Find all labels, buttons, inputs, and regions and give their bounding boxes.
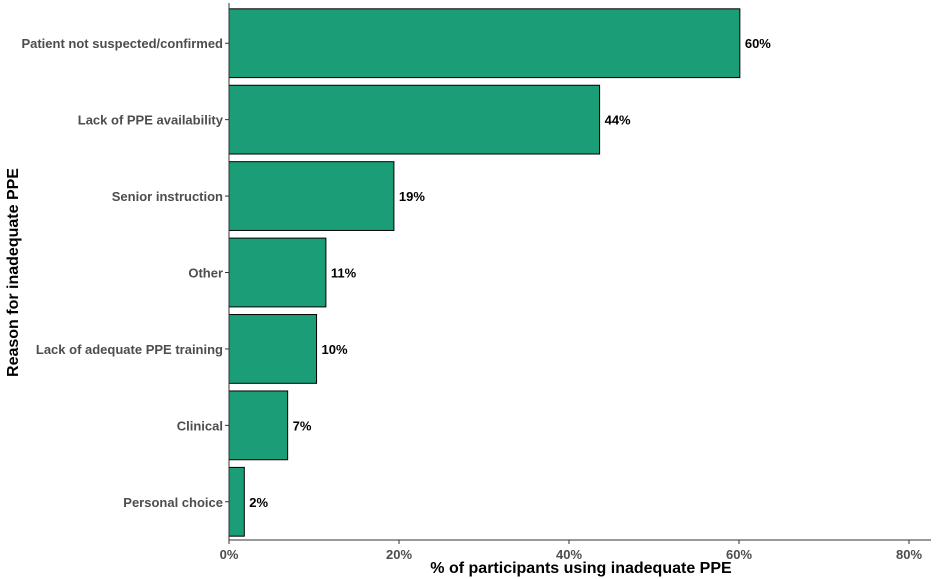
bar-value-label: 10% <box>322 342 348 357</box>
bar-value-label: 11% <box>331 266 357 281</box>
y-tick-label: Lack of PPE availability <box>78 113 224 128</box>
bar <box>228 8 741 79</box>
x-tick-label: 20% <box>386 547 412 562</box>
y-tick-label: Personal choice <box>123 495 223 510</box>
bar-value-label: 44% <box>605 113 631 128</box>
bar <box>228 161 395 231</box>
bar <box>228 390 289 461</box>
bar-value-label: 60% <box>745 36 771 51</box>
x-tick-label: 0% <box>220 547 239 562</box>
y-tick-label: Other <box>188 266 223 281</box>
bar <box>228 237 327 308</box>
bar-value-label: 7% <box>293 418 312 433</box>
x-tick-label: 40% <box>556 547 582 562</box>
y-tick-label: Clinical <box>177 418 223 433</box>
bar-value-label: 2% <box>249 495 268 510</box>
y-tick-labels: Patient not suspected/confirmed Lack of P… <box>21 36 229 510</box>
y-tick-label: Lack of adequate PPE training <box>36 342 223 357</box>
x-axis-title: % of participants using inadequate PPE <box>430 560 732 577</box>
bar <box>228 314 318 384</box>
bars-group: 60% 44% 19% 11% 10% 7% 2% <box>228 8 771 537</box>
x-tick-label: 60% <box>726 547 752 562</box>
bar-value-label: 19% <box>399 189 425 204</box>
x-ticks: 0% 20% 40% 60% 80% <box>220 540 922 562</box>
x-tick-label: 80% <box>896 547 922 562</box>
bar <box>228 84 601 155</box>
bar <box>228 466 245 537</box>
y-tick-label: Patient not suspected/confirmed <box>21 36 223 51</box>
y-axis-title: Reason for inadequate PPE <box>5 168 22 377</box>
y-tick-label: Senior instruction <box>112 189 223 204</box>
